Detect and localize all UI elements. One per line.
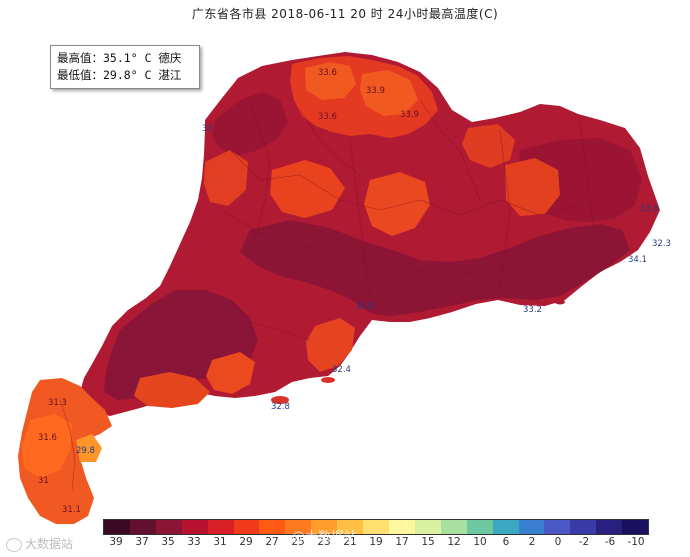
legend-tick-label: 27 (265, 536, 279, 548)
station-label: 34.1 (628, 255, 647, 265)
min-value-line: 最低值：29.8° C 湛江 (57, 68, 182, 82)
weibo-watermark: 大数据站 (6, 535, 73, 552)
legend-swatch (363, 520, 389, 534)
station-label: 34.8 (355, 302, 374, 312)
island-south-1 (271, 396, 289, 404)
station-label: 33.9 (400, 110, 419, 120)
legend-tick-label: 12 (447, 536, 461, 548)
legend-swatch (414, 520, 441, 534)
legend-tick-label: 39 (109, 536, 123, 548)
northwest-dark (212, 92, 288, 156)
max-value-line: 最高值：35.1° C 德庆 (57, 51, 182, 65)
legend-tick-label: -2 (578, 536, 590, 548)
center-orange-patch (270, 160, 345, 218)
map-title: 广东省各市县 2018-06-11 20 时 24小时最高温度(C) (191, 7, 499, 21)
legend-tick-label: 25 (291, 536, 305, 548)
legend-swatch (388, 520, 415, 534)
legend-swatch (466, 520, 493, 534)
county-boundaries (59, 99, 611, 491)
east-orange-patch (505, 158, 560, 216)
legend-swatch (104, 520, 130, 534)
legend-tick-label: 35 (161, 536, 175, 548)
legend-swatch (544, 520, 571, 534)
legend-tick-label: 21 (343, 536, 357, 548)
station-label: 32.8 (271, 402, 290, 412)
station-label: 33.2 (523, 305, 542, 315)
legend-swatch (285, 520, 312, 534)
north-peak-orange (305, 62, 356, 100)
legend-tick-label: 10 (473, 536, 487, 548)
legend-swatch (207, 520, 234, 534)
legend-swatch (570, 520, 597, 534)
south-coast-orange (306, 318, 355, 372)
legend-tick-label: 0 (554, 536, 562, 548)
island-east (555, 299, 565, 305)
station-label: 33.6 (318, 68, 337, 78)
legend-swatch (181, 520, 208, 534)
legend-swatch (311, 520, 338, 534)
legend-tick-label: 33 (187, 536, 201, 548)
legend-tick-label: 31 (213, 536, 227, 548)
station-label: 31.1 (62, 505, 81, 515)
legend-swatch (596, 520, 623, 534)
legend-tick-label: 6 (502, 536, 510, 548)
station-label: 31.3 (48, 398, 67, 408)
station-label: 32.3 (652, 239, 671, 249)
station-label: 33.9 (366, 86, 385, 96)
legend-tick-label: 17 (395, 536, 409, 548)
northeast-orange (462, 124, 515, 168)
central-dark-zone (240, 220, 630, 316)
legend-tick-label: 37 (135, 536, 149, 548)
center-watermark: @大数据站 (292, 530, 358, 545)
legend-tick-label: -6 (604, 536, 616, 548)
island-south-2 (321, 377, 335, 383)
north-peak-orange-2 (360, 70, 418, 116)
zhanjiang-cool-spot (76, 434, 102, 462)
legend-swatch (129, 520, 156, 534)
legend-tick-label: 15 (421, 536, 435, 548)
west-orange-patch (204, 150, 248, 206)
weibo-icon (6, 537, 22, 552)
legend-swatch (259, 520, 286, 534)
station-label: 31.6 (38, 433, 57, 443)
legend-swatch (233, 520, 260, 534)
western-coast-orange (206, 352, 255, 394)
extremes-info-box: 最高值：35.1° C 德庆 最低值：29.8° C 湛江 (50, 45, 200, 89)
center-orange-patch-2 (364, 172, 430, 236)
station-label: 32.4 (332, 365, 351, 375)
color-legend-labels: 39 37 35 33 31 29 27 25 23 21 19 17 15 12 10 6 2 0 -2 -6 -10 (103, 536, 649, 552)
station-label: 33.6 (640, 204, 659, 214)
legend-swatch (337, 520, 364, 534)
legend-tick-label: -10 (627, 536, 645, 548)
station-label: 29.8 (76, 446, 95, 456)
watermark-text: 大数据站 (25, 537, 74, 551)
legend-tick-label: 23 (317, 536, 331, 548)
station-label: 33.6 (318, 112, 337, 122)
legend-tick-label: 19 (369, 536, 383, 548)
station-label: 31 (38, 476, 49, 486)
legend-tick-label: 29 (239, 536, 253, 548)
legend-swatch (155, 520, 182, 534)
legend-swatch (492, 520, 519, 534)
color-legend-bar (103, 519, 649, 535)
southwest-coast-orange (134, 372, 210, 408)
legend-tick-label: 2 (528, 536, 536, 548)
legend-swatch (440, 520, 467, 534)
legend-swatch (622, 520, 649, 534)
station-label: 33 (202, 124, 213, 134)
leizhou-inner (22, 414, 72, 478)
legend-swatch (518, 520, 545, 534)
